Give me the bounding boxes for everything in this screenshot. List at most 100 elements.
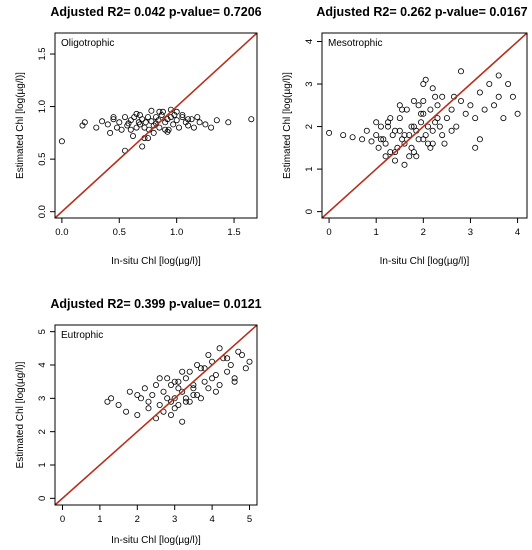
data-point	[401, 132, 408, 139]
data-point	[188, 116, 195, 123]
x-tick-label: 1	[97, 514, 102, 525]
y-axis-label: Estimated Chl [log(µg/l)]	[15, 72, 26, 179]
panel-label: Oligotrophic	[61, 38, 114, 49]
data-point	[448, 106, 455, 113]
data-point	[359, 136, 366, 143]
data-point	[420, 110, 427, 117]
data-point	[349, 134, 356, 141]
y-tick-label: 1.5	[37, 47, 48, 60]
data-point	[127, 126, 134, 133]
data-point	[133, 124, 140, 131]
data-point	[185, 116, 192, 123]
plot-frame	[54, 324, 258, 506]
x-axis-label: In-situ Chl [log(µg/l)]	[380, 256, 470, 267]
one-to-one-line	[55, 33, 257, 218]
x-tick-label: 4	[515, 227, 520, 238]
data-point	[156, 124, 163, 131]
data-point	[476, 89, 483, 96]
data-point	[148, 107, 155, 114]
data-point	[396, 127, 403, 134]
data-point	[396, 102, 403, 109]
data-point	[196, 119, 203, 126]
y-tick-label: 1	[37, 462, 48, 467]
data-point	[170, 121, 177, 128]
data-point	[406, 132, 413, 139]
data-point	[453, 123, 460, 130]
data-point	[194, 114, 201, 121]
y-tick-label: 3	[304, 81, 315, 86]
data-point	[167, 381, 174, 388]
data-point	[505, 81, 512, 88]
data-point	[391, 127, 398, 134]
y-axis-label: Estimated Chl [log(µg/l)]	[282, 72, 293, 179]
data-point	[139, 143, 146, 150]
data-point	[373, 132, 380, 139]
y-tick-label: 3	[37, 396, 48, 401]
data-point	[126, 388, 133, 395]
data-point	[156, 401, 163, 408]
y-tick-label: 2	[37, 429, 48, 434]
data-point	[248, 116, 255, 123]
data-point	[125, 120, 132, 127]
data-point	[441, 140, 448, 147]
data-point	[173, 117, 180, 124]
plot-area	[55, 325, 257, 505]
data-point	[462, 110, 469, 117]
chart-panel-1: Adjusted R2= 0.042 p-value= 0.7206 Oligot…	[15, 5, 262, 267]
data-point	[439, 132, 446, 139]
plot-frame	[321, 32, 528, 219]
data-point	[246, 358, 253, 365]
chart-title: Adjusted R2= 0.262 p-value= 0.0167	[316, 5, 527, 19]
data-point	[194, 391, 201, 398]
data-point	[216, 381, 223, 388]
one-to-one-line	[322, 33, 527, 218]
data-point	[495, 93, 502, 100]
data-point	[408, 123, 415, 130]
y-tick-label: 0.0	[37, 205, 48, 218]
data-point	[134, 411, 141, 418]
data-point	[403, 106, 410, 113]
data-point	[420, 81, 427, 88]
data-point	[81, 119, 88, 126]
data-point	[186, 398, 193, 405]
data-point	[110, 116, 117, 123]
data-point	[417, 110, 424, 117]
data-point	[434, 115, 441, 122]
data-point	[429, 127, 436, 134]
data-point	[175, 385, 182, 392]
data-point	[137, 395, 144, 402]
data-point	[424, 123, 431, 130]
data-point	[413, 153, 420, 160]
x-tick-label: 2	[421, 227, 426, 238]
data-point	[401, 161, 408, 168]
data-point	[227, 361, 234, 368]
plot-frame	[54, 32, 258, 219]
data-point	[110, 114, 117, 121]
data-point	[434, 102, 441, 109]
x-tick-label: 1.0	[170, 227, 183, 238]
data-point	[448, 127, 455, 134]
data-point	[387, 149, 394, 156]
data-point	[171, 405, 178, 412]
data-point	[216, 345, 223, 352]
one-to-one-line	[55, 325, 257, 505]
data-point	[179, 114, 186, 121]
data-point	[457, 98, 464, 105]
x-axis-label: In-situ Chl [log(µg/l)]	[111, 256, 201, 267]
data-point	[368, 138, 375, 145]
data-point	[476, 136, 483, 143]
data-point	[190, 385, 197, 392]
data-point	[152, 381, 159, 388]
data-point	[107, 129, 114, 136]
data-point	[467, 102, 474, 109]
data-point	[231, 378, 238, 385]
data-point	[205, 351, 212, 358]
data-point	[175, 124, 182, 131]
data-point	[208, 124, 215, 131]
y-tick-label: 5	[37, 329, 48, 334]
data-point	[190, 391, 197, 398]
data-point	[58, 138, 65, 145]
data-point	[242, 365, 249, 372]
data-point	[145, 398, 152, 405]
